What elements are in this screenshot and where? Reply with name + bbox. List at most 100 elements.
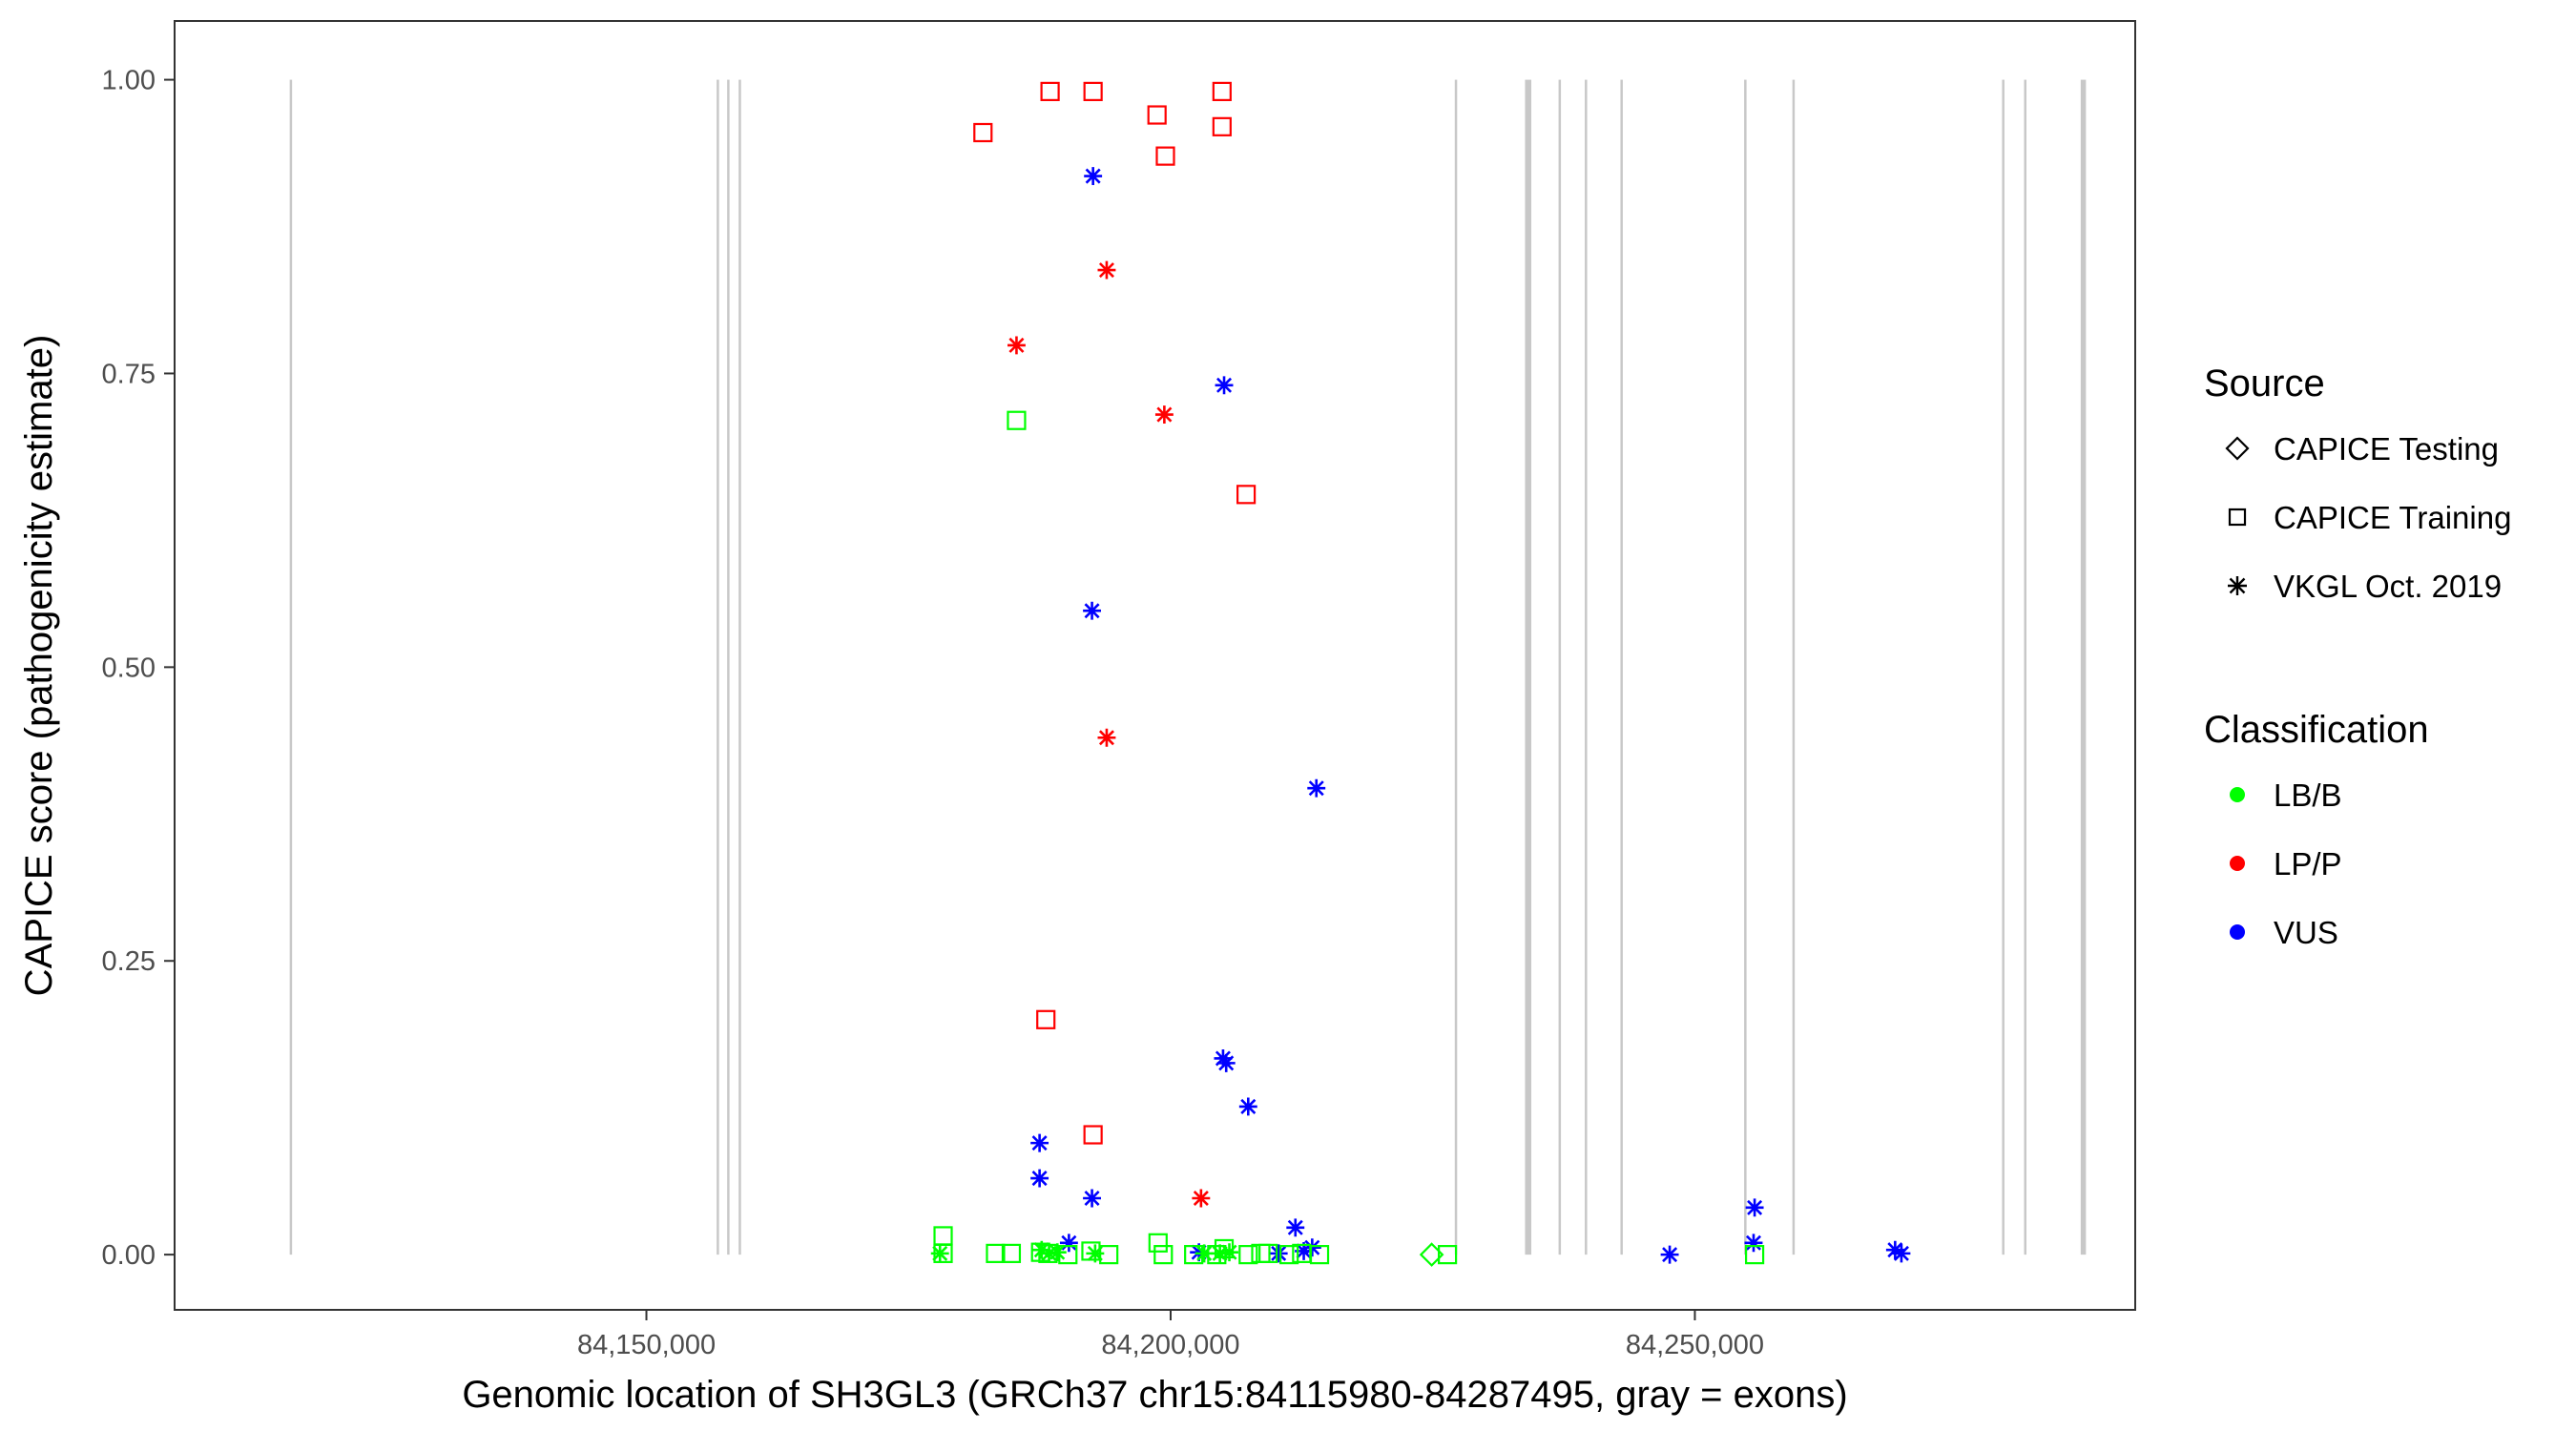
exon-line (1792, 79, 1796, 1255)
y-tick-label: 0.00 (102, 1240, 156, 1271)
x-axis: 84,150,000 84,200,000 84,250,000 (577, 1310, 1764, 1360)
point-square (1040, 81, 1060, 101)
point-square (986, 1243, 1006, 1263)
data-points (930, 81, 1911, 1267)
point-square (1007, 410, 1027, 430)
legend-diamond-icon (2225, 436, 2250, 461)
point-square (1148, 1233, 1168, 1253)
point-asterisk (1097, 728, 1116, 747)
point-square (1155, 146, 1175, 166)
point-asterisk (1192, 1189, 1211, 1208)
point-asterisk (1030, 1169, 1049, 1188)
point-asterisk (1154, 405, 1174, 425)
point-asterisk (1084, 167, 1103, 186)
legend-source-label: CAPICE Testing (2274, 431, 2499, 467)
point-square (1083, 1125, 1103, 1145)
y-axis: 0.00 0.25 0.50 0.75 1.00 (102, 66, 175, 1271)
point-asterisk (1744, 1234, 1763, 1253)
point-square (1153, 1245, 1174, 1265)
y-tick-label: 1.00 (102, 66, 156, 96)
legend-color-dot (2230, 856, 2245, 871)
legend-class-label: LP/P (2274, 846, 2342, 881)
x-axis-title: Genomic location of SH3GL3 (GRCh37 chr15… (462, 1374, 1847, 1416)
point-square (1744, 1245, 1765, 1265)
legend-square-icon (2228, 508, 2247, 527)
point-asterisk (1295, 1241, 1313, 1260)
point-asterisk (1032, 1240, 1051, 1259)
x-tick-label: 84,200,000 (1101, 1330, 1239, 1360)
point-square (1238, 1245, 1258, 1265)
legend-class-label: VUS (2274, 915, 2338, 950)
legend-color-dot (2230, 787, 2245, 802)
y-tick-label: 0.25 (102, 946, 156, 977)
exon-line (1558, 79, 1562, 1255)
legend-asterisk-icon (2228, 576, 2247, 595)
point-asterisk (1307, 778, 1326, 798)
point-asterisk (1302, 1238, 1321, 1257)
exon-line (2080, 79, 2087, 1255)
exon-line (727, 79, 730, 1255)
point-square (1309, 1245, 1330, 1265)
legend-source-label: CAPICE Training (2274, 500, 2511, 535)
exon-lines (289, 79, 2087, 1255)
point-square (1279, 1245, 1299, 1265)
x-tick-label: 84,250,000 (1626, 1330, 1764, 1360)
point-asterisk (1007, 336, 1026, 355)
exon-line (1585, 79, 1588, 1255)
y-tick-label: 0.50 (102, 653, 156, 683)
y-tick-label: 0.75 (102, 359, 156, 389)
plot-panel-border (174, 20, 2136, 1311)
point-asterisk (1083, 1189, 1102, 1208)
point-asterisk (1286, 1218, 1305, 1237)
x-tick-label: 84,150,000 (577, 1330, 716, 1360)
point-asterisk (1195, 1244, 1214, 1263)
legend-classification-title: Classification (2204, 709, 2429, 751)
point-square (1236, 485, 1257, 505)
point-square (1001, 1243, 1022, 1263)
exon-line (1620, 79, 1623, 1255)
point-asterisk (1211, 1244, 1230, 1263)
point-asterisk (1097, 260, 1116, 280)
legend-color-dot (2230, 924, 2245, 940)
point-asterisk (1048, 1243, 1067, 1262)
point-square (1036, 1009, 1056, 1029)
point-asterisk (1885, 1240, 1904, 1259)
exon-line (717, 79, 719, 1255)
point-square (973, 122, 993, 143)
legend-class-label: LB/B (2274, 778, 2342, 813)
point-asterisk (1083, 601, 1102, 620)
point-asterisk (1220, 1243, 1238, 1262)
point-asterisk (1216, 1053, 1236, 1072)
legend-source-items: CAPICE Testing CAPICE Training VKGL Oct. 2… (2225, 431, 2511, 604)
point-asterisk (1660, 1245, 1679, 1264)
point-asterisk (1892, 1244, 1911, 1263)
exon-line (1454, 79, 1458, 1255)
point-square (1083, 81, 1103, 101)
exon-line (289, 79, 293, 1255)
legend-classification-items: LB/B LP/P VUS (2230, 778, 2342, 950)
point-square (1147, 105, 1167, 125)
point-diamond (1419, 1242, 1444, 1267)
point-asterisk (1269, 1244, 1288, 1263)
point-square (1212, 116, 1232, 136)
legend-source-title: Source (2204, 363, 2325, 404)
exon-line (738, 79, 741, 1255)
exon-line (2002, 79, 2005, 1255)
point-asterisk (1030, 1133, 1049, 1152)
point-asterisk (1215, 376, 1234, 395)
legend: Source CAPICE Testing CAPICE Training VKGL… (2204, 363, 2511, 950)
point-asterisk (930, 1244, 949, 1263)
point-square (1438, 1245, 1458, 1265)
exon-line (2024, 79, 2027, 1255)
point-asterisk (1059, 1234, 1078, 1253)
point-square (1258, 1243, 1278, 1263)
legend-source-label: VKGL Oct. 2019 (2274, 569, 2502, 604)
exon-line (1525, 79, 1532, 1255)
point-asterisk (1745, 1198, 1764, 1217)
y-axis-title: CAPICE score (pathogenicity estimate) (18, 335, 60, 997)
point-asterisk (1238, 1097, 1257, 1116)
point-square (1212, 81, 1232, 101)
exon-line (1744, 79, 1747, 1255)
